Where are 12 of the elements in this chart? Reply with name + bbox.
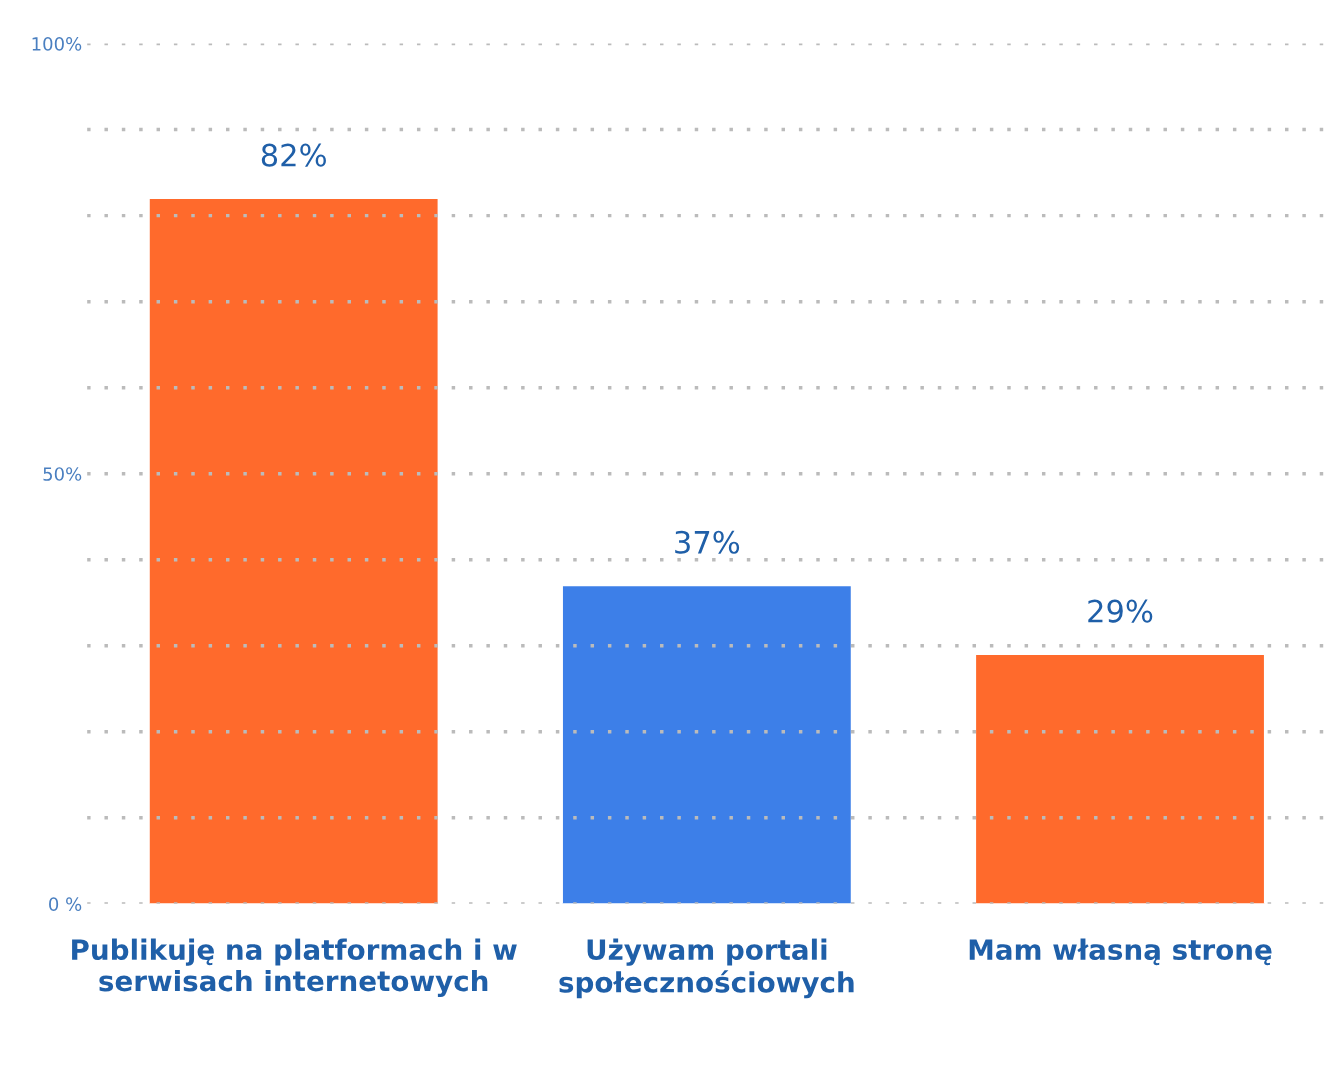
x-tick-label: Używam portali społecznościowych: [559, 938, 854, 999]
x-tick-label: Mam własną stronę: [969, 938, 1272, 966]
y-tick-label: 50%: [43, 467, 82, 481]
bar: [148, 197, 439, 904]
data-label: 82%: [261, 143, 326, 167]
bar: [974, 653, 1266, 904]
bar: [561, 584, 853, 904]
data-label: 29%: [1088, 599, 1153, 623]
y-tick-label: 0 %: [49, 897, 82, 911]
data-label: 37%: [675, 530, 740, 554]
x-tick-label: Publikuję na platformach i w serwisach internetowych: [72, 938, 517, 998]
y-tick-label: 100%: [32, 37, 82, 51]
